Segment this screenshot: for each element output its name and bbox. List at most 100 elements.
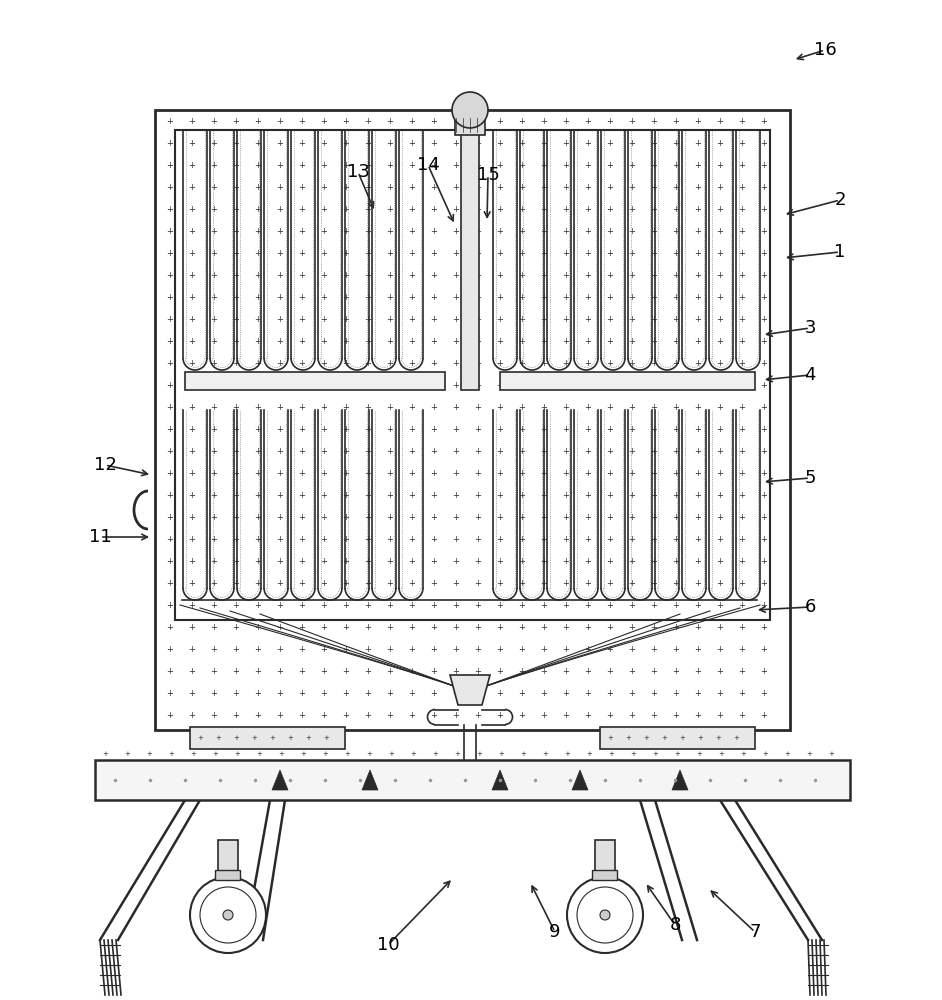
Text: +: + xyxy=(430,424,437,434)
Text: +: + xyxy=(518,600,526,609)
Text: +: + xyxy=(167,359,173,367)
Text: +: + xyxy=(233,710,239,720)
Text: +: + xyxy=(277,205,284,214)
Text: +: + xyxy=(365,710,371,720)
Text: +: + xyxy=(277,270,284,279)
Text: +: + xyxy=(277,688,284,698)
Text: +: + xyxy=(518,645,526,654)
Text: +: + xyxy=(277,534,284,544)
Text: +: + xyxy=(585,205,592,214)
Text: +: + xyxy=(299,248,305,257)
Text: +: + xyxy=(518,248,526,257)
Text: +: + xyxy=(760,490,768,499)
Text: +: + xyxy=(585,424,592,434)
Text: +: + xyxy=(607,270,613,279)
Text: +: + xyxy=(452,622,460,632)
Text: +: + xyxy=(167,468,173,478)
Text: +: + xyxy=(188,468,195,478)
Text: +: + xyxy=(430,270,437,279)
Circle shape xyxy=(577,887,633,943)
Text: +: + xyxy=(211,116,218,125)
Text: +: + xyxy=(760,578,768,587)
Text: +: + xyxy=(343,666,349,676)
Text: +: + xyxy=(475,556,481,566)
Text: +: + xyxy=(233,359,239,367)
Text: +: + xyxy=(496,248,503,257)
Text: +: + xyxy=(343,424,349,434)
Text: +: + xyxy=(277,490,284,499)
Text: +: + xyxy=(585,248,592,257)
Text: +: + xyxy=(541,314,547,324)
Text: +: + xyxy=(562,380,569,389)
Text: +: + xyxy=(299,645,305,654)
Text: +: + xyxy=(694,336,702,346)
Text: +: + xyxy=(607,336,613,346)
Text: +: + xyxy=(233,735,239,741)
Text: +: + xyxy=(585,160,592,169)
Text: +: + xyxy=(541,512,547,522)
Text: +: + xyxy=(475,314,481,324)
Text: +: + xyxy=(277,116,284,125)
Text: +: + xyxy=(628,205,636,214)
Text: +: + xyxy=(299,666,305,676)
Text: +: + xyxy=(188,578,195,587)
Text: +: + xyxy=(233,512,239,522)
Text: +: + xyxy=(277,710,284,720)
Text: +: + xyxy=(717,688,723,698)
Text: 13: 13 xyxy=(347,163,369,181)
Text: +: + xyxy=(651,424,658,434)
Text: +: + xyxy=(388,751,394,757)
Text: +: + xyxy=(562,359,569,367)
Text: +: + xyxy=(233,336,239,346)
Text: +: + xyxy=(739,710,745,720)
Text: +: + xyxy=(518,359,526,367)
Text: +: + xyxy=(409,512,415,522)
Text: +: + xyxy=(760,645,768,654)
Text: +: + xyxy=(188,402,195,412)
Text: +: + xyxy=(496,578,503,587)
Text: +: + xyxy=(299,116,305,125)
Text: +: + xyxy=(585,534,592,544)
Text: +: + xyxy=(651,359,658,367)
Text: +: + xyxy=(386,359,394,367)
Text: +: + xyxy=(476,751,482,757)
Text: +: + xyxy=(651,138,658,147)
Text: +: + xyxy=(343,534,349,544)
Text: +: + xyxy=(254,227,262,235)
Text: 16: 16 xyxy=(814,41,836,59)
Text: +: + xyxy=(343,182,349,192)
Text: +: + xyxy=(673,359,679,367)
Text: +: + xyxy=(167,512,173,522)
Text: +: + xyxy=(452,292,460,302)
Text: +: + xyxy=(365,292,371,302)
Text: +: + xyxy=(432,751,438,757)
Text: +: + xyxy=(320,205,328,214)
Text: +: + xyxy=(607,468,613,478)
Text: +: + xyxy=(717,205,723,214)
Text: +: + xyxy=(320,512,328,522)
Text: +: + xyxy=(343,556,349,566)
Text: +: + xyxy=(233,248,239,257)
Text: +: + xyxy=(410,751,416,757)
Text: +: + xyxy=(628,336,636,346)
Text: +: + xyxy=(430,227,437,235)
Text: +: + xyxy=(167,116,173,125)
Text: +: + xyxy=(211,205,218,214)
Text: +: + xyxy=(211,512,218,522)
Text: +: + xyxy=(541,292,547,302)
Text: +: + xyxy=(739,314,745,324)
Text: +: + xyxy=(365,446,371,456)
Text: +: + xyxy=(430,468,437,478)
Text: +: + xyxy=(430,336,437,346)
Text: +: + xyxy=(188,534,195,544)
Text: +: + xyxy=(386,227,394,235)
Text: +: + xyxy=(694,600,702,609)
Text: +: + xyxy=(287,735,293,741)
Text: +: + xyxy=(212,751,218,757)
Text: +: + xyxy=(673,556,679,566)
Text: +: + xyxy=(585,292,592,302)
Text: +: + xyxy=(475,512,481,522)
Text: +: + xyxy=(739,160,745,169)
Text: +: + xyxy=(305,735,311,741)
Text: +: + xyxy=(299,182,305,192)
